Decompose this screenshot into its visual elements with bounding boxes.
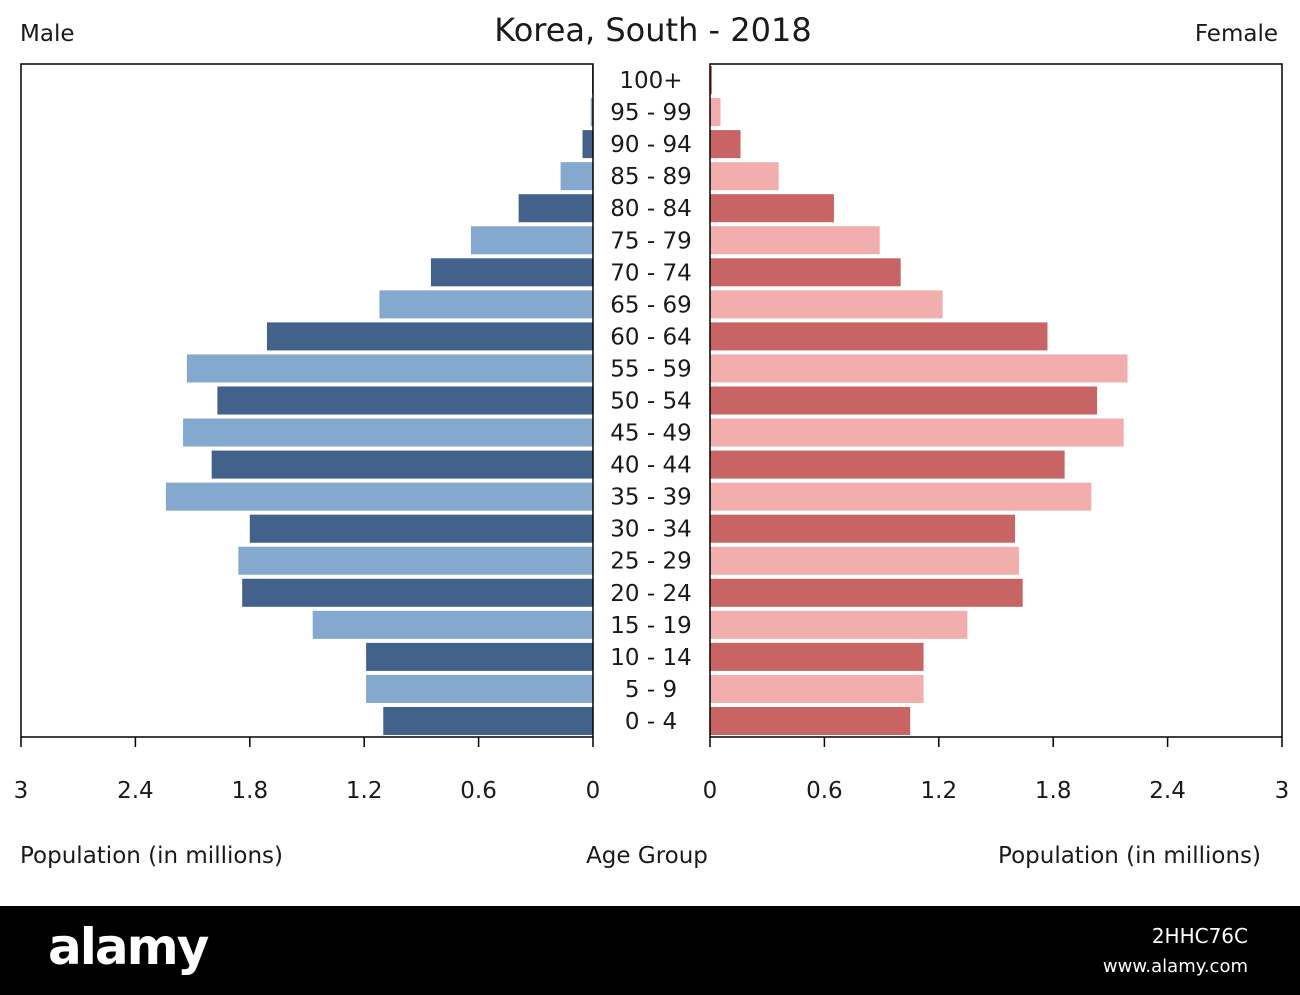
female-bar xyxy=(710,98,721,127)
age-group-label: 55 - 59 xyxy=(610,356,691,382)
male-bar xyxy=(217,386,594,415)
female-x-tick-label: 1.2 xyxy=(921,778,958,804)
female-bar xyxy=(710,706,911,735)
population-pyramid-chart: Korea, South - 2018 Male Female 100+ 95 -… xyxy=(14,11,1290,869)
male-bar xyxy=(582,130,593,159)
male-bar xyxy=(383,706,593,735)
brand-logo: alamy xyxy=(48,918,209,976)
age-group-label: 30 - 34 xyxy=(610,517,691,543)
female-bar xyxy=(710,258,901,287)
watermark-footer: alamy 2HHC76C www.alamy.com xyxy=(0,906,1300,995)
age-group-label: 65 - 69 xyxy=(610,292,691,318)
female-bar xyxy=(710,194,834,223)
female-bar xyxy=(710,546,1019,575)
chart-title: Korea, South - 2018 xyxy=(494,11,811,49)
male-bar xyxy=(266,322,593,351)
age-group-label: 90 - 94 xyxy=(610,132,691,158)
male-label: Male xyxy=(20,21,74,47)
age-group-label: 10 - 14 xyxy=(610,645,691,671)
female-plot-frame xyxy=(709,63,1283,738)
male-bar xyxy=(366,674,593,703)
female-bar xyxy=(710,162,779,191)
male-bar xyxy=(430,258,593,287)
female-bar xyxy=(710,450,1065,479)
male-bar xyxy=(560,162,593,191)
age-group-label: 45 - 49 xyxy=(610,421,691,447)
female-bar xyxy=(710,482,1092,511)
female-x-axis-label: Population (in millions) xyxy=(998,843,1261,869)
male-x-tick-label: 3 xyxy=(14,778,29,804)
female-bar xyxy=(710,578,1023,607)
age-group-label: 5 - 9 xyxy=(625,677,677,703)
age-group-axis-label: Age Group xyxy=(586,843,708,869)
male-bar xyxy=(518,194,593,223)
male-bar xyxy=(242,578,593,607)
age-group-label: 15 - 19 xyxy=(610,613,691,639)
female-bar xyxy=(710,226,880,255)
female-x-tick-label: 3 xyxy=(1275,778,1290,804)
female-bar xyxy=(710,514,1016,543)
age-group-label: 0 - 4 xyxy=(625,709,677,735)
age-group-labels: 100+ 95 - 99 90 - 94 85 - 89 80 - 84 75 - 79 7… xyxy=(610,68,691,735)
female-bar xyxy=(710,610,968,639)
male-bar xyxy=(470,226,593,255)
female-bars xyxy=(710,66,1128,735)
male-bar xyxy=(186,354,593,383)
female-bar xyxy=(710,386,1098,415)
female-x-axis: 0 0.6 1.2 1.8 2.4 3 xyxy=(703,737,1290,804)
male-bar xyxy=(590,98,593,127)
male-x-tick-label: 0 xyxy=(586,778,601,804)
female-bar xyxy=(710,66,712,95)
male-bar xyxy=(366,642,593,671)
age-group-label: 20 - 24 xyxy=(610,581,691,607)
female-bar xyxy=(710,354,1128,383)
male-bar xyxy=(165,482,593,511)
male-bar xyxy=(211,450,593,479)
male-bar xyxy=(183,418,594,447)
age-group-label: 70 - 74 xyxy=(610,260,691,286)
age-group-label: 50 - 54 xyxy=(610,389,691,415)
male-bar xyxy=(249,514,594,543)
female-x-tick-label: 2.4 xyxy=(1149,778,1186,804)
female-bar xyxy=(710,290,943,319)
age-group-label: 95 - 99 xyxy=(610,100,691,126)
female-x-tick-label: 0 xyxy=(703,778,718,804)
age-group-label: 35 - 39 xyxy=(610,485,691,511)
male-plot-frame xyxy=(20,63,594,738)
age-group-label: 80 - 84 xyxy=(610,196,691,222)
male-bar xyxy=(238,546,594,575)
female-x-tick-label: 0.6 xyxy=(806,778,843,804)
male-x-axis-label: Population (in millions) xyxy=(20,843,283,869)
female-bar xyxy=(710,130,741,159)
stock-url: www.alamy.com xyxy=(1102,956,1248,977)
stock-id: 2HHC76C xyxy=(1151,924,1248,948)
age-group-label: 75 - 79 xyxy=(610,228,691,254)
male-x-tick-label: 0.6 xyxy=(460,778,497,804)
male-x-tick-label: 2.4 xyxy=(117,778,154,804)
female-bar xyxy=(710,642,924,671)
male-x-axis: 3 2.4 1.8 1.2 0.6 0 xyxy=(14,737,601,804)
female-x-tick-label: 1.8 xyxy=(1035,778,1072,804)
age-group-label: 40 - 44 xyxy=(610,453,691,479)
male-x-tick-label: 1.2 xyxy=(346,778,383,804)
female-bar xyxy=(710,418,1124,447)
male-bar xyxy=(312,610,593,639)
age-group-label: 25 - 29 xyxy=(610,549,691,575)
age-group-label: 60 - 64 xyxy=(610,324,691,350)
female-bar xyxy=(710,674,924,703)
age-group-label: 100+ xyxy=(619,68,682,94)
male-bar xyxy=(379,290,593,319)
male-bars xyxy=(165,66,594,735)
age-group-label: 85 - 89 xyxy=(610,164,691,190)
female-label: Female xyxy=(1195,21,1278,47)
female-bar xyxy=(710,322,1048,351)
male-x-tick-label: 1.8 xyxy=(232,778,269,804)
